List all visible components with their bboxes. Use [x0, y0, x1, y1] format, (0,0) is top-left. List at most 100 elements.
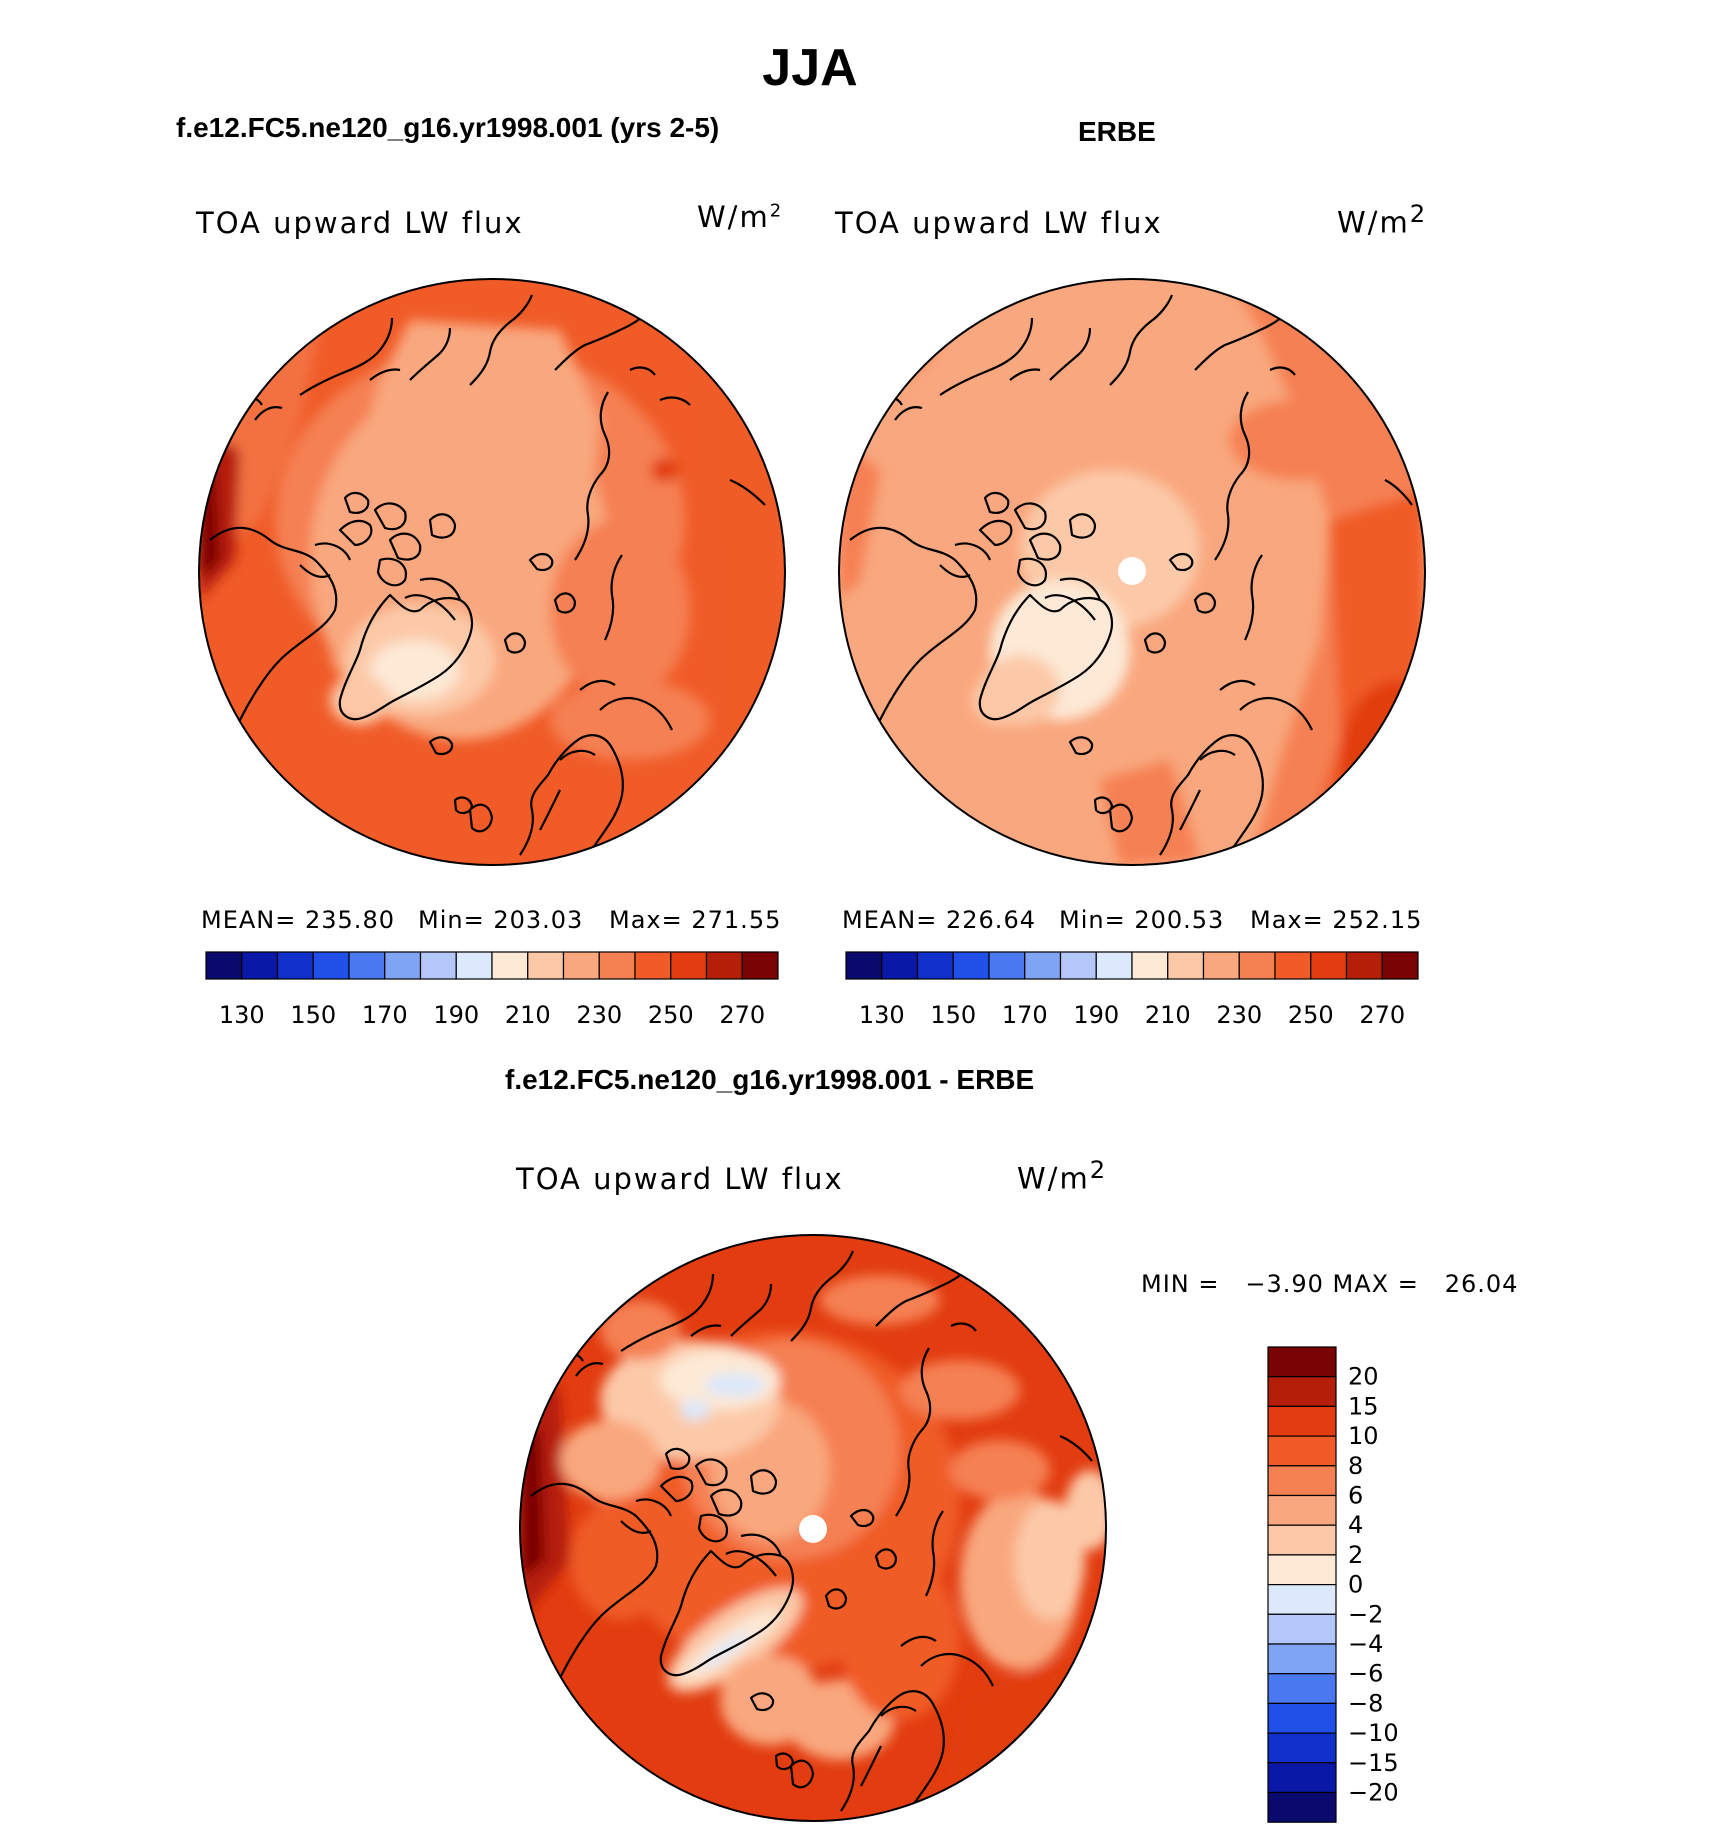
right-variable-label: TOA upward LW flux — [835, 206, 1163, 240]
diff-colorbar-tick-label: 15 — [1348, 1392, 1379, 1420]
diff-colorbar-tick-label: −2 — [1348, 1600, 1383, 1628]
left-colorbar-tick-label: 250 — [648, 1001, 694, 1029]
left-colorbar-box — [348, 951, 386, 980]
right-colorbar: 130 150 170 190 210 230 250 270 — [845, 951, 1419, 1029]
right-colorbar-box — [952, 951, 990, 980]
right-colorbar-box — [1238, 951, 1276, 980]
left-colorbar-box — [276, 951, 314, 980]
diff-colorbar-tick-label: 4 — [1348, 1511, 1363, 1539]
diff-colorbar-box — [1267, 1346, 1337, 1378]
left-colorbar-box — [491, 951, 529, 980]
right-colorbar-box — [988, 951, 1026, 980]
diff-colorbar-tick-label: −10 — [1348, 1719, 1399, 1747]
left-colorbar-box — [205, 951, 243, 980]
right-panel-title: ERBE — [1078, 116, 1156, 147]
right-colorbar-box — [1274, 951, 1312, 980]
left-colorbar-box — [705, 951, 743, 980]
left-units-label: W/m2 — [697, 200, 784, 234]
right-colorbar-tick-label: 270 — [1359, 1001, 1405, 1029]
right-units-label: W/m2 — [1337, 200, 1428, 240]
left-colorbar-tick-label: 190 — [433, 1001, 479, 1029]
diff-colorbar-tick-label: −4 — [1348, 1630, 1383, 1658]
diff-colorbar-box — [1267, 1524, 1337, 1556]
diff-colorbar-box — [1267, 1702, 1337, 1734]
right-colorbar-box — [881, 951, 919, 980]
diff-colorbar-box — [1267, 1762, 1337, 1794]
left-colorbar-box — [562, 951, 600, 980]
right-colorbar-box — [1345, 951, 1383, 980]
right-colorbar-tick-label: 250 — [1288, 1001, 1334, 1029]
left-colorbar-box — [384, 951, 422, 980]
right-colorbar-box — [1095, 951, 1133, 980]
right-colorbar-box — [916, 951, 954, 980]
diff-colorbar-box — [1267, 1732, 1337, 1764]
left-map — [198, 278, 786, 866]
left-colorbar-tick-label: 130 — [219, 1001, 265, 1029]
diff-units-label: W/m2 — [1017, 1156, 1108, 1196]
diff-colorbar-box — [1267, 1673, 1337, 1704]
left-colorbar-box — [634, 951, 672, 980]
left-colorbar-tick-label: 230 — [576, 1001, 622, 1029]
diff-colorbar-tick-label: 8 — [1348, 1452, 1363, 1480]
diff-colorbar-box — [1267, 1583, 1337, 1615]
right-colorbar-box — [1310, 951, 1348, 980]
left-colorbar-box — [455, 951, 493, 980]
right-colorbar-tick-label: 210 — [1145, 1001, 1191, 1029]
right-mean: MEAN= 226.64 — [842, 906, 1036, 934]
diff-colorbar-box — [1267, 1494, 1337, 1526]
right-colorbar-box — [1131, 951, 1169, 980]
right-colorbar-box — [1202, 951, 1240, 980]
diff-colorbar-tick-label: −6 — [1348, 1660, 1383, 1688]
left-colorbar: 130 150 170 190 210 230 250 270 — [205, 951, 779, 1029]
diff-colorbar-box — [1267, 1791, 1337, 1823]
right-colorbar-box — [1024, 951, 1062, 980]
diff-map — [519, 1234, 1107, 1822]
left-variable-label: TOA upward LW flux — [196, 206, 524, 240]
right-pole-hole — [1118, 557, 1146, 585]
left-mean: MEAN= 235.80 — [201, 906, 395, 934]
diff-pole-hole — [799, 1515, 827, 1543]
left-colorbar-box — [741, 951, 779, 980]
right-colorbar-tick-label: 130 — [859, 1001, 905, 1029]
diff-colorbar-tick-label: −20 — [1348, 1779, 1399, 1807]
diff-colorbar-tick-label: −8 — [1348, 1689, 1383, 1717]
right-min: Min= 200.53 — [1059, 906, 1225, 934]
diff-colorbar-box — [1267, 1435, 1337, 1467]
right-colorbar-tick-label: 230 — [1216, 1001, 1262, 1029]
right-colorbar-tick-label: 150 — [930, 1001, 976, 1029]
right-colorbar-tick-label: 190 — [1073, 1001, 1119, 1029]
left-colorbar-tick-label: 170 — [362, 1001, 408, 1029]
diff-colorbar-box — [1267, 1643, 1337, 1675]
diff-colorbar-tick-label: −15 — [1348, 1749, 1399, 1777]
figure-title: JJA — [762, 39, 858, 97]
diff-colorbar-tick-label: 6 — [1348, 1482, 1363, 1510]
left-colorbar-tick-label: 210 — [505, 1001, 551, 1029]
left-colorbar-box — [670, 951, 708, 980]
diff-colorbar-tick-label: 20 — [1348, 1363, 1379, 1391]
right-map — [838, 278, 1426, 866]
diff-colorbar-box — [1267, 1613, 1337, 1645]
left-colorbar-box — [419, 951, 457, 980]
right-colorbar-box — [1059, 951, 1097, 980]
right-colorbar-box — [1381, 951, 1419, 980]
left-colorbar-tick-label: 270 — [719, 1001, 765, 1029]
left-colorbar-tick-label: 150 — [290, 1001, 336, 1029]
left-colorbar-box — [598, 951, 636, 980]
left-colorbar-box — [527, 951, 565, 980]
diff-colorbar-box — [1267, 1405, 1337, 1437]
diff-panel-title: f.e12.FC5.ne120_g16.yr1998.001 - ERBE — [505, 1064, 1035, 1095]
left-colorbar-box — [241, 951, 279, 980]
left-min: Min= 203.03 — [418, 906, 584, 934]
right-max: Max= 252.15 — [1250, 906, 1423, 934]
right-colorbar-box — [845, 951, 883, 980]
diff-colorbar-tick-label: 10 — [1348, 1422, 1379, 1450]
right-colorbar-tick-label: 170 — [1002, 1001, 1048, 1029]
diff-colorbar-tick-label: 2 — [1348, 1541, 1363, 1569]
right-colorbar-box — [1167, 951, 1205, 980]
left-max: Max= 271.55 — [609, 906, 782, 934]
diff-colorbar-box — [1267, 1554, 1337, 1586]
left-colorbar-box — [312, 951, 350, 980]
diff-colorbar-box — [1267, 1376, 1337, 1407]
